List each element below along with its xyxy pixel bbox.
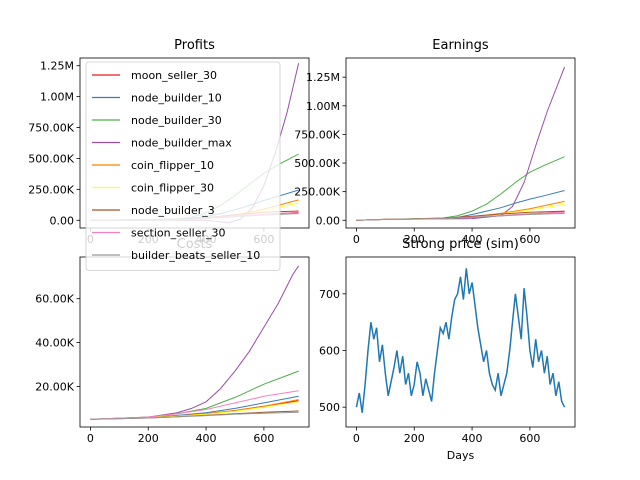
legend-label: node_builder_10 (131, 92, 222, 105)
axes-frame (79, 256, 310, 428)
y-tick-label: 250.00K (28, 183, 74, 196)
x-tick-label: 400 (462, 432, 483, 445)
legend-label: moon_seller_30 (131, 69, 217, 82)
legend-label: builder_beats_seller_10 (131, 249, 260, 262)
x-tick-label: 0 (353, 233, 360, 246)
y-tick-label: 1.25M (306, 71, 340, 84)
y-tick-label: 1.25M (40, 60, 74, 73)
legend-label: coin_flipper_30 (131, 182, 214, 195)
y-tick-label: 500.00K (294, 157, 340, 170)
series-line-node_builder_10 (356, 190, 565, 221)
legend-label: section_seller_30 (131, 227, 226, 240)
legend-label: node_builder_max (131, 137, 232, 150)
y-tick-label: 0.00 (316, 214, 341, 227)
series-group (356, 66, 566, 221)
series-line-node_builder_max (356, 66, 566, 221)
axes-frame (345, 256, 576, 428)
series-line-price (355, 268, 566, 413)
y-tick-label: 750.00K (28, 122, 74, 135)
x-tick-label: 400 (196, 432, 217, 445)
subplot-4: 0 200 400 600 500 600 700 Strong price (sim) Day… (319, 237, 576, 462)
y-tick-label: 500.00K (28, 152, 74, 165)
subplot-2: 0 200 400 600 0.00 250.00K 500.00K 750.00K 1.00M… (294, 38, 576, 246)
y-tick-label: 60.00K (35, 293, 74, 306)
y-tick-label: 1.00M (40, 91, 74, 104)
x-tick-label: 400 (462, 233, 483, 246)
x-tick-label: 600 (519, 233, 540, 246)
x-tick-label: 0 (353, 432, 360, 445)
y-tick-label: 40.00K (35, 337, 74, 350)
x-tick-label: 600 (519, 432, 540, 445)
y-tick-label: 500 (319, 401, 340, 414)
x-tick-label: 200 (404, 432, 425, 445)
series-line-section_seller_30 (90, 390, 299, 420)
y-tick-label: 700 (319, 288, 340, 301)
y-tick-label: 20.00K (35, 380, 74, 393)
series-line-node_builder_30 (356, 156, 565, 221)
series-group (355, 268, 566, 413)
chart-title: Strong price (sim) (402, 237, 519, 252)
legend-box (85, 61, 281, 271)
legend-label: node_builder_30 (131, 114, 222, 127)
y-tick-label: 250.00K (294, 186, 340, 199)
y-tick-label: 0.00 (50, 214, 75, 227)
y-tick-label: 750.00K (294, 128, 340, 141)
series-line-builder_beats_seller_10 (90, 411, 299, 420)
legend-label: node_builder_3 (131, 204, 215, 217)
series-line-node_builder_max (90, 265, 300, 420)
legend: moon_seller_30 node_builder_10 node_builde… (85, 61, 281, 271)
x-tick-label: 600 (253, 432, 274, 445)
chart-title: Earnings (432, 38, 489, 53)
x-tick-label: 0 (87, 432, 94, 445)
y-tick-label: 600 (319, 345, 340, 358)
x-tick-label: 200 (404, 233, 425, 246)
legend-label: coin_flipper_10 (131, 159, 214, 172)
chart-title: Profits (174, 38, 215, 53)
series-group (90, 265, 300, 420)
axes-frame (345, 57, 576, 229)
y-tick-label: 1.00M (306, 100, 340, 113)
x-tick-label: 200 (138, 432, 159, 445)
series-line-builder_beats_seller_10 (356, 212, 565, 221)
x-axis-label: Days (447, 449, 475, 462)
